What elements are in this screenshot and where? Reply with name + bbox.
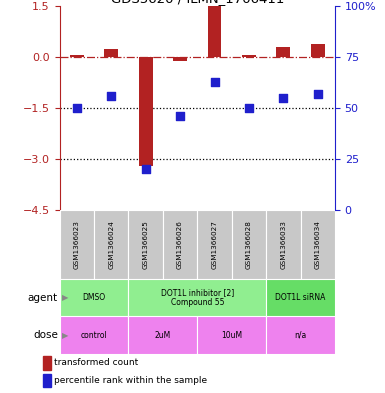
Text: GSM1366028: GSM1366028 <box>246 220 252 269</box>
Point <box>211 78 218 84</box>
Bar <box>232 210 266 279</box>
Bar <box>129 210 163 279</box>
Text: GSM1366027: GSM1366027 <box>211 220 218 269</box>
Text: DMSO: DMSO <box>82 293 105 302</box>
Bar <box>208 6 221 57</box>
Bar <box>163 210 197 279</box>
Point <box>177 113 183 119</box>
Bar <box>266 316 335 354</box>
Title: GDS5620 / ILMN_1706411: GDS5620 / ILMN_1706411 <box>110 0 284 5</box>
Text: GSM1366033: GSM1366033 <box>280 220 286 269</box>
Text: ▶: ▶ <box>62 293 68 302</box>
Text: GSM1366023: GSM1366023 <box>74 220 80 269</box>
Text: 10uM: 10uM <box>221 331 242 340</box>
Bar <box>276 48 290 57</box>
Text: n/a: n/a <box>295 331 307 340</box>
Text: DOT1L siRNA: DOT1L siRNA <box>275 293 326 302</box>
Text: GSM1366024: GSM1366024 <box>108 220 114 269</box>
Bar <box>301 210 335 279</box>
Text: transformed count: transformed count <box>54 358 138 367</box>
Bar <box>266 210 301 279</box>
Bar <box>70 55 84 57</box>
Point <box>108 93 114 99</box>
Bar <box>173 57 187 61</box>
Bar <box>311 44 325 57</box>
Text: DOT1L inhibitor [2]
Compound 55: DOT1L inhibitor [2] Compound 55 <box>161 288 234 307</box>
Bar <box>242 55 256 57</box>
Bar <box>60 210 94 279</box>
Text: GSM1366034: GSM1366034 <box>315 220 321 269</box>
Bar <box>44 356 51 369</box>
Bar <box>139 57 152 166</box>
Point <box>315 91 321 97</box>
Text: GSM1366026: GSM1366026 <box>177 220 183 269</box>
Text: control: control <box>81 331 107 340</box>
Bar <box>94 210 129 279</box>
Bar <box>266 279 335 316</box>
Bar <box>129 279 266 316</box>
Bar <box>44 374 51 387</box>
Text: ▶: ▶ <box>62 331 68 340</box>
Point <box>280 95 286 101</box>
Bar <box>129 316 197 354</box>
Text: 2uM: 2uM <box>155 331 171 340</box>
Bar <box>60 279 129 316</box>
Text: agent: agent <box>28 293 58 303</box>
Text: dose: dose <box>33 330 58 340</box>
Bar <box>197 316 266 354</box>
Bar <box>60 316 129 354</box>
Bar <box>104 50 118 57</box>
Text: percentile rank within the sample: percentile rank within the sample <box>54 376 207 385</box>
Bar <box>197 210 232 279</box>
Point <box>74 105 80 111</box>
Text: GSM1366025: GSM1366025 <box>143 220 149 269</box>
Point <box>246 105 252 111</box>
Point <box>142 166 149 173</box>
